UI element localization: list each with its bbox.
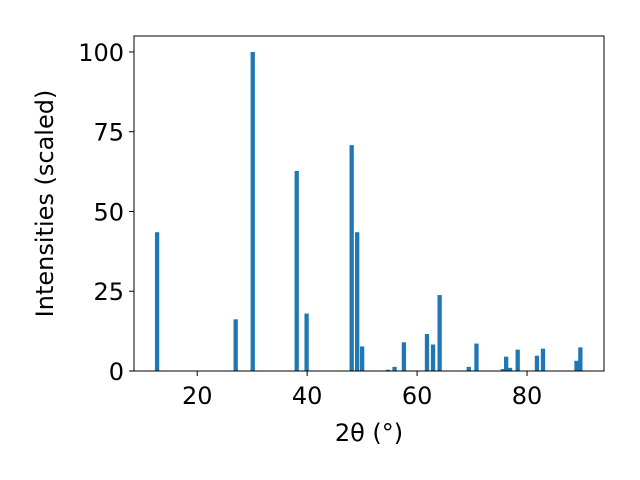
bar [574, 360, 579, 371]
bar [250, 51, 255, 371]
bar [304, 313, 309, 371]
bar [154, 232, 160, 371]
bar [355, 232, 360, 371]
bar [359, 346, 365, 371]
y-tick-label: 75 [93, 119, 124, 147]
bars-group [154, 51, 583, 371]
bar [507, 367, 513, 371]
bar [515, 349, 520, 371]
x-axis-label: 2θ (°) [335, 419, 403, 447]
y-tick-label: 50 [93, 198, 124, 226]
bar [534, 355, 540, 371]
y-tick-label: 100 [78, 39, 124, 67]
bar [349, 145, 354, 371]
bar [500, 369, 505, 371]
x-tick-label: 60 [402, 382, 433, 410]
bar [385, 369, 391, 371]
bar [294, 170, 299, 371]
bar [401, 342, 407, 371]
x-tick-label: 40 [292, 382, 323, 410]
y-axis-label: Intensities (scaled) [31, 90, 59, 318]
bar [430, 344, 436, 371]
y-ticks-group: 0 25 50 75 100 [78, 39, 134, 386]
bar [392, 366, 397, 371]
x-tick-label: 20 [182, 382, 213, 410]
bar [540, 348, 546, 371]
plot-frame [133, 35, 605, 372]
y-tick-label: 25 [93, 278, 124, 306]
bar [466, 366, 471, 371]
bar [474, 343, 479, 371]
x-ticks-group: 20 40 60 80 [182, 371, 542, 410]
x-tick-label: 80 [512, 382, 543, 410]
bar [233, 319, 238, 371]
bar [424, 333, 430, 371]
bar [437, 295, 442, 371]
y-tick-label: 0 [109, 358, 124, 386]
bar [578, 347, 583, 371]
bar [504, 356, 509, 371]
